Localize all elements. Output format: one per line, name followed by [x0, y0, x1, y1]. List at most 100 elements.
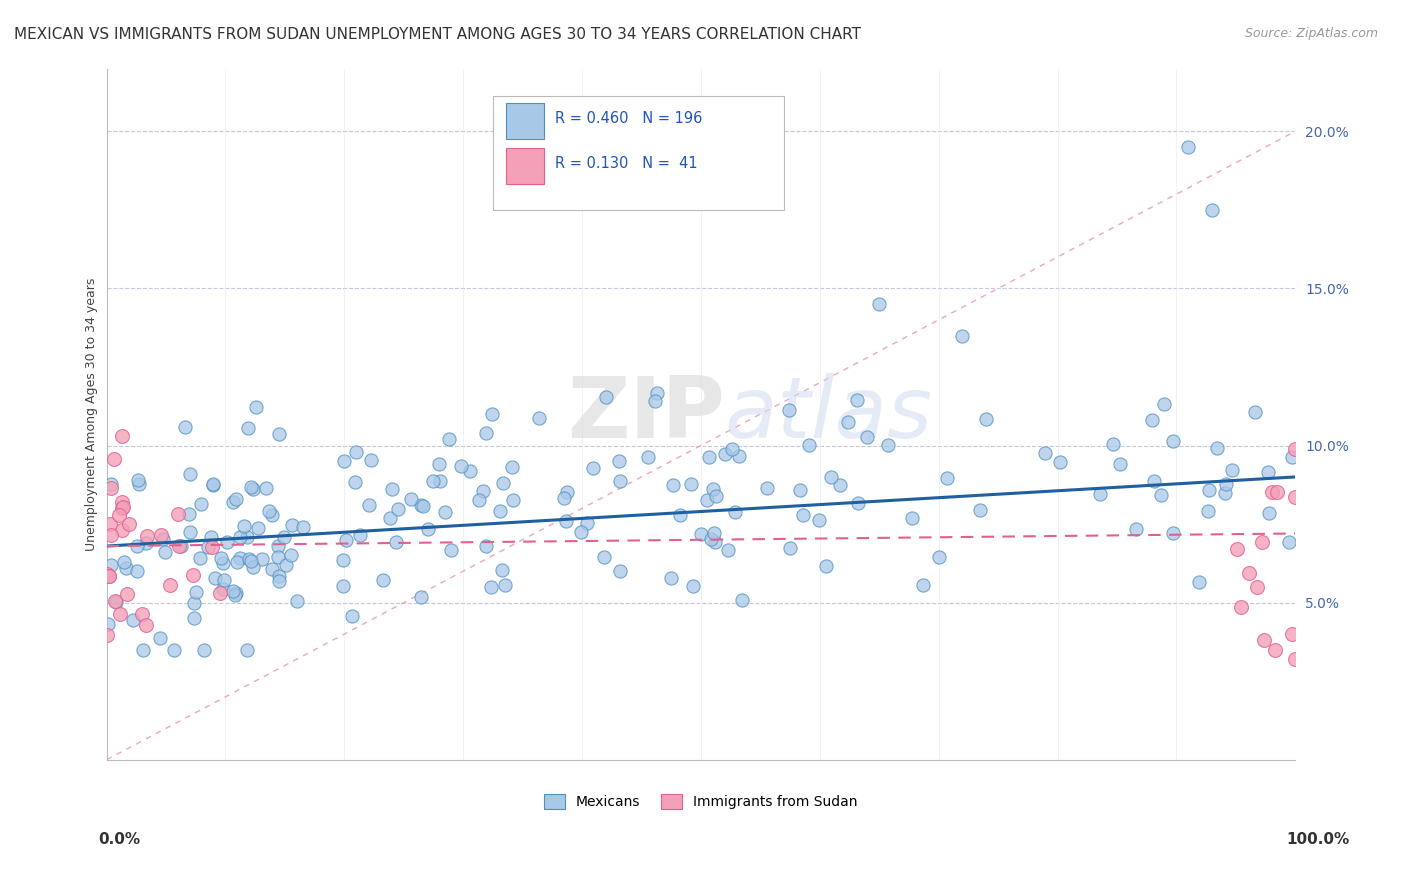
Point — [1188, 575, 1211, 590]
Point — [149, 527, 172, 541]
Point — [225, 491, 247, 506]
Point — [475, 425, 498, 440]
Point — [184, 584, 207, 599]
Point — [1239, 566, 1261, 580]
Point — [267, 427, 290, 442]
Point — [1226, 541, 1249, 556]
Point — [250, 551, 273, 566]
Point — [98, 516, 121, 531]
Point — [183, 611, 205, 625]
Point — [609, 475, 631, 489]
Point — [108, 607, 131, 622]
Point — [100, 481, 122, 495]
Point — [450, 458, 472, 473]
Point — [458, 464, 481, 478]
Point — [135, 529, 157, 543]
Point — [682, 579, 704, 593]
Point — [593, 550, 616, 565]
Text: 100.0%: 100.0% — [1286, 832, 1350, 847]
Point — [235, 642, 257, 657]
Point — [440, 542, 463, 557]
Point — [342, 609, 364, 624]
Point — [111, 523, 134, 537]
Point — [387, 502, 409, 516]
Point — [814, 559, 837, 574]
Point — [807, 514, 830, 528]
Point — [333, 454, 356, 468]
Point — [529, 410, 551, 425]
Point — [696, 492, 718, 507]
Point — [471, 483, 494, 498]
Point — [409, 590, 432, 604]
Point — [928, 549, 950, 564]
Point — [291, 519, 314, 533]
Point — [360, 453, 382, 467]
Point — [225, 555, 247, 569]
Point — [724, 505, 747, 519]
Point — [1109, 457, 1132, 471]
Point — [1150, 488, 1173, 502]
Point — [212, 582, 235, 596]
Point — [152, 533, 174, 547]
Point — [876, 438, 898, 452]
Point — [491, 563, 513, 577]
Point — [609, 565, 631, 579]
Text: ZIP: ZIP — [567, 373, 724, 456]
Point — [1205, 441, 1227, 455]
Point — [344, 475, 367, 490]
Point — [273, 530, 295, 544]
Text: atlas: atlas — [724, 373, 932, 456]
Point — [647, 386, 669, 401]
Point — [204, 571, 226, 585]
Point — [416, 522, 439, 536]
Point — [828, 478, 851, 492]
Point — [104, 594, 127, 608]
Point — [755, 481, 778, 495]
Point — [96, 628, 118, 642]
Point — [820, 470, 842, 484]
Point — [332, 579, 354, 593]
Point — [1197, 504, 1219, 518]
Point — [697, 450, 720, 464]
Point — [181, 567, 204, 582]
Point — [704, 534, 727, 549]
Point — [112, 555, 135, 569]
Point — [163, 642, 186, 657]
Point — [274, 558, 297, 572]
Point — [100, 477, 122, 491]
Point — [433, 505, 456, 519]
Point — [582, 460, 605, 475]
Point — [100, 528, 122, 542]
Point — [713, 447, 735, 461]
Point — [679, 476, 702, 491]
Point — [262, 508, 284, 523]
Point — [969, 503, 991, 517]
Point — [128, 477, 150, 491]
Point — [1088, 486, 1111, 500]
Point — [1258, 506, 1281, 520]
Point — [1243, 405, 1265, 419]
Point — [1281, 450, 1303, 465]
Point — [225, 586, 247, 600]
Point — [702, 482, 724, 496]
Point — [135, 618, 157, 632]
Point — [797, 437, 820, 451]
Point — [224, 588, 246, 602]
Point — [1101, 437, 1123, 451]
Point — [492, 476, 515, 491]
Point — [595, 390, 617, 404]
Point — [371, 574, 394, 588]
Point — [1215, 486, 1237, 500]
Point — [174, 419, 197, 434]
Point — [553, 491, 575, 506]
Point — [1215, 476, 1237, 491]
Point — [380, 510, 402, 524]
Point — [257, 504, 280, 518]
Point — [475, 539, 498, 553]
Point — [555, 515, 578, 529]
Point — [349, 528, 371, 542]
Point — [700, 533, 723, 547]
Point — [399, 491, 422, 506]
Point — [190, 497, 212, 511]
Point — [569, 524, 592, 539]
